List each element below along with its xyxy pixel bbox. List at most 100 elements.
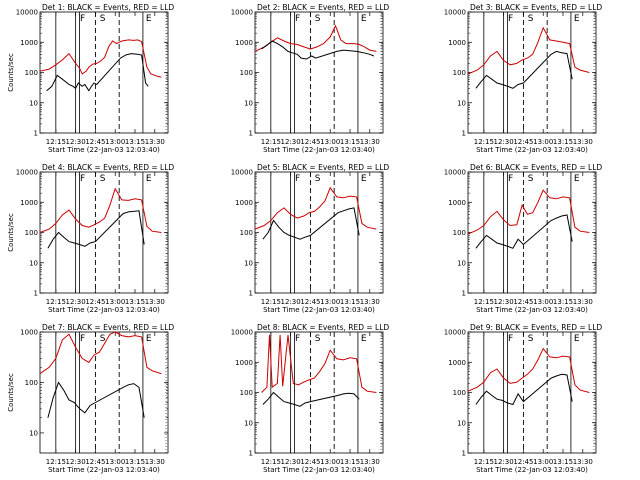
- x-tick-label: 12:45: [513, 458, 533, 466]
- y-tick-label: 100: [25, 379, 38, 387]
- interval-label: S: [315, 174, 321, 184]
- y-tick-label: 1: [462, 450, 466, 458]
- chart-title: Det 6: BLACK = Events, RED = LLD: [470, 163, 602, 172]
- x-tick-label: 13:00: [320, 138, 340, 146]
- x-tick-label: 13:00: [105, 298, 125, 306]
- interval-label: E: [574, 174, 580, 184]
- y-tick-label: 100: [240, 69, 253, 77]
- x-tick-label: 12:15: [261, 138, 281, 146]
- y-tick-label: 10: [244, 99, 253, 107]
- y-tick-label: 10000: [16, 9, 38, 17]
- events-series-line: [475, 373, 573, 406]
- events-series-line: [47, 210, 145, 249]
- x-tick-label: 12:15: [261, 298, 281, 306]
- y-tick-label: 10: [29, 99, 38, 107]
- x-axis-label: Start Time (22-Jan-03 12:03:40): [476, 306, 588, 314]
- interval-label: E: [361, 174, 367, 184]
- x-tick-label: 12:30: [281, 458, 301, 466]
- interval-label: F: [508, 14, 513, 24]
- interval-label: E: [574, 14, 580, 24]
- x-tick-label: 12:15: [474, 138, 494, 146]
- x-tick-label: 13:15: [340, 298, 360, 306]
- x-tick-label: 13:30: [573, 298, 593, 306]
- x-axis-label: Start Time (22-Jan-03 12:03:40): [48, 146, 160, 154]
- x-tick-label: 12:45: [85, 138, 105, 146]
- x-tick-label: 13:30: [573, 138, 593, 146]
- x-tick-label: 13:00: [533, 458, 553, 466]
- lld-series-line: [39, 331, 162, 375]
- y-tick-label: 10: [29, 259, 38, 267]
- chart-panel-9: Det 9: BLACK = Events, RED = LLD 1 10 100 10…: [444, 323, 603, 474]
- chart-panel-4: Det 4: BLACK = Events, RED = LLD 1 10 100 10…: [7, 163, 174, 314]
- plot-frame: [467, 11, 597, 134]
- plot-frame: [467, 331, 597, 454]
- lld-series-line: [261, 334, 377, 393]
- interval-label: F: [80, 14, 85, 24]
- y-tick-label: 10000: [444, 9, 466, 17]
- x-tick-label: 13:00: [320, 298, 340, 306]
- x-tick-label: 13:15: [125, 298, 145, 306]
- plot-frame: [39, 331, 169, 454]
- x-tick-label: 12:45: [300, 458, 320, 466]
- x-tick-label: 12:30: [494, 298, 514, 306]
- y-tick-label: 1000: [235, 39, 253, 47]
- x-tick-label: 13:30: [360, 298, 380, 306]
- y-tick-label: 1: [462, 130, 466, 138]
- interval-label: F: [80, 174, 85, 184]
- y-tick-label: 100: [240, 389, 253, 397]
- x-tick-label: 13:30: [145, 458, 165, 466]
- interval-label: E: [361, 14, 367, 24]
- interval-label: F: [295, 14, 300, 24]
- x-tick-label: 12:15: [46, 138, 66, 146]
- y-axis-label: Counts/sec: [7, 53, 15, 92]
- y-tick-label: 1: [462, 290, 466, 298]
- x-axis-label: Start Time (22-Jan-03 12:03:40): [263, 146, 375, 154]
- x-tick-label: 13:30: [145, 138, 165, 146]
- y-tick-label: 10: [29, 429, 38, 437]
- x-tick-label: 13:30: [145, 298, 165, 306]
- lld-series-line: [39, 187, 162, 233]
- chart-title: Det 1: BLACK = Events, RED = LLD: [42, 3, 174, 12]
- events-series-line: [262, 391, 360, 407]
- chart-panel-1: Det 1: BLACK = Events, RED = LLD 1 10 100 10…: [7, 3, 174, 154]
- x-axis-label: Start Time (22-Jan-03 12:03:40): [263, 306, 375, 314]
- y-tick-label: 10: [457, 259, 466, 267]
- interval-label: E: [574, 334, 580, 344]
- chart-panel-3: Det 3: BLACK = Events, RED = LLD 1 10 100 10…: [444, 3, 603, 154]
- chart-title: Det 8: BLACK = Events, RED = LLD: [257, 323, 389, 332]
- interval-label: S: [100, 14, 106, 24]
- x-axis-label: Start Time (22-Jan-03 12:03:40): [48, 306, 160, 314]
- x-tick-label: 12:15: [474, 298, 494, 306]
- x-tick-label: 12:45: [85, 458, 105, 466]
- lld-series-line: [467, 189, 590, 235]
- interval-label: E: [361, 334, 367, 344]
- interval-label: S: [528, 174, 534, 184]
- y-tick-label: 10000: [231, 9, 253, 17]
- x-axis-label: Start Time (22-Jan-03 12:03:40): [263, 466, 375, 474]
- lld-series-line: [254, 186, 377, 230]
- interval-label: E: [146, 14, 152, 24]
- y-tick-label: 1000: [448, 199, 466, 207]
- y-tick-label: 10: [244, 259, 253, 267]
- interval-label: S: [315, 14, 321, 24]
- plot-frame: [39, 11, 169, 134]
- interval-label: F: [508, 334, 513, 344]
- plot-frame: [254, 11, 384, 134]
- y-tick-label: 1: [249, 130, 253, 138]
- lld-series-line: [39, 39, 162, 78]
- x-tick-label: 12:30: [494, 138, 514, 146]
- x-tick-label: 12:15: [474, 458, 494, 466]
- events-series-line: [47, 381, 145, 418]
- y-tick-label: 100: [25, 69, 38, 77]
- x-tick-label: 13:00: [533, 298, 553, 306]
- y-tick-label: 10000: [444, 169, 466, 177]
- interval-label: S: [100, 174, 106, 184]
- x-tick-label: 12:15: [46, 458, 66, 466]
- events-series-line: [261, 40, 374, 60]
- x-tick-label: 12:45: [300, 138, 320, 146]
- y-tick-label: 1: [34, 130, 38, 138]
- x-tick-label: 13:00: [105, 458, 125, 466]
- y-tick-label: 1000: [20, 199, 38, 207]
- x-tick-label: 12:45: [513, 138, 533, 146]
- x-tick-label: 13:15: [125, 138, 145, 146]
